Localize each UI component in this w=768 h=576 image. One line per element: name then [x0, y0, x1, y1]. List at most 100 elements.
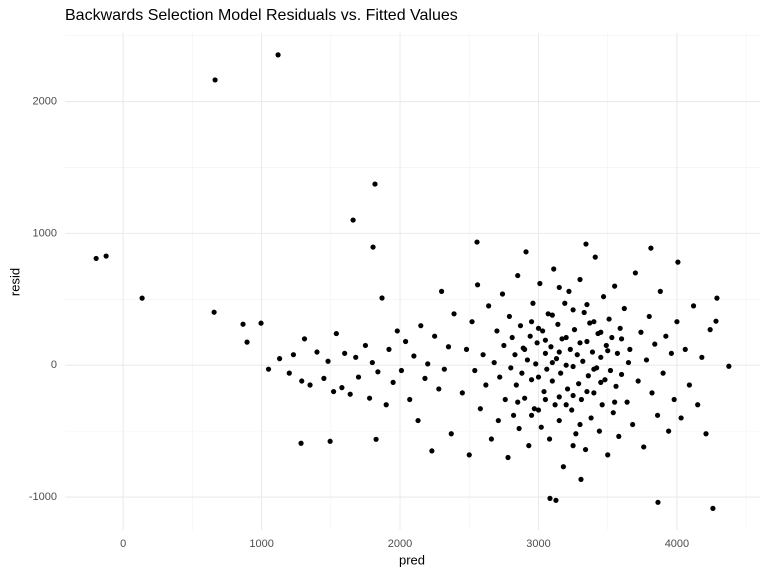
- point: [614, 350, 621, 356]
- point: [610, 410, 616, 416]
- point: [286, 370, 292, 376]
- point: [555, 321, 561, 327]
- point: [542, 337, 549, 343]
- point: [643, 357, 650, 363]
- point: [524, 357, 531, 363]
- point: [432, 333, 438, 339]
- point: [598, 354, 604, 360]
- point: [654, 412, 661, 418]
- point: [538, 424, 544, 430]
- point: [675, 259, 681, 265]
- x-tick-label: 1000: [249, 538, 273, 550]
- point: [635, 378, 641, 384]
- point: [569, 407, 575, 413]
- point: [556, 284, 562, 291]
- point: [649, 390, 655, 396]
- x-tick-label: 3000: [526, 538, 550, 550]
- point: [612, 283, 618, 289]
- point: [522, 346, 528, 352]
- x-tick-label: 0: [120, 538, 126, 550]
- point: [545, 311, 551, 317]
- point: [425, 361, 431, 367]
- point: [407, 396, 413, 403]
- point: [488, 436, 495, 442]
- point: [563, 402, 569, 408]
- point: [556, 349, 562, 355]
- point: [591, 319, 597, 325]
- y-tick-label: -1000: [29, 491, 57, 503]
- point: [441, 366, 447, 372]
- point: [582, 446, 589, 453]
- point: [386, 346, 392, 352]
- point: [613, 383, 619, 389]
- point: [531, 406, 537, 412]
- point: [624, 399, 630, 405]
- point: [422, 375, 428, 381]
- point: [707, 327, 713, 333]
- point: [606, 316, 612, 322]
- point: [607, 367, 614, 374]
- point: [549, 378, 555, 384]
- point: [379, 295, 385, 301]
- point: [501, 342, 507, 349]
- point: [438, 288, 445, 294]
- point: [534, 340, 540, 346]
- point: [564, 386, 571, 392]
- point: [516, 425, 522, 432]
- point: [347, 391, 353, 397]
- point: [265, 366, 272, 372]
- point: [584, 338, 590, 345]
- point: [630, 421, 636, 428]
- point: [563, 362, 569, 368]
- point: [552, 402, 558, 408]
- point: [562, 300, 568, 306]
- point: [678, 415, 684, 421]
- point: [563, 334, 569, 341]
- point: [603, 342, 609, 349]
- point: [298, 440, 304, 446]
- point: [652, 341, 658, 347]
- point: [321, 375, 327, 381]
- point: [668, 350, 674, 356]
- point: [477, 406, 483, 412]
- point: [290, 352, 297, 358]
- point: [510, 412, 517, 418]
- x-axis-label: pred: [399, 552, 425, 567]
- point: [551, 266, 557, 272]
- point: [558, 370, 564, 376]
- point: [686, 382, 692, 388]
- point: [646, 313, 652, 320]
- point: [418, 323, 424, 329]
- point: [553, 497, 559, 503]
- point: [333, 330, 339, 337]
- point: [402, 338, 409, 345]
- point: [530, 300, 536, 306]
- chart-title: Backwards Selection Model Residuals vs. …: [65, 7, 458, 24]
- point: [581, 309, 587, 316]
- point: [618, 336, 625, 342]
- point: [480, 352, 486, 358]
- point: [589, 349, 596, 355]
- point: [451, 311, 457, 317]
- point: [666, 428, 672, 434]
- point: [546, 436, 553, 442]
- point: [547, 495, 553, 501]
- point: [580, 358, 586, 364]
- point: [415, 417, 421, 424]
- y-axis-label: resid: [7, 268, 22, 296]
- point: [627, 346, 633, 352]
- point: [436, 386, 442, 392]
- point: [549, 312, 555, 318]
- point: [710, 505, 716, 511]
- point: [570, 443, 576, 449]
- point: [699, 354, 705, 360]
- point: [103, 253, 109, 259]
- point: [314, 349, 320, 355]
- point: [494, 328, 500, 334]
- point: [325, 358, 331, 364]
- point: [570, 307, 576, 313]
- point: [342, 350, 348, 356]
- point: [591, 366, 597, 372]
- point: [463, 346, 470, 352]
